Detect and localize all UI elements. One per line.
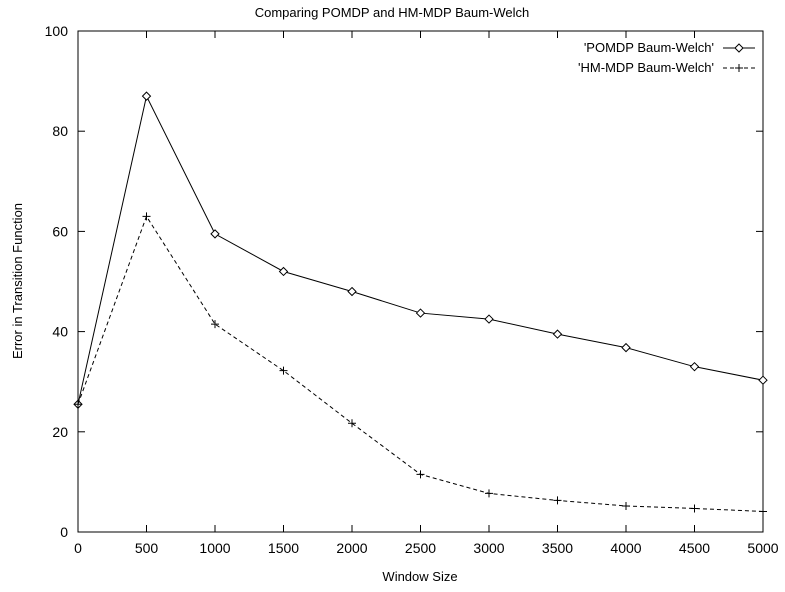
- data-point: [689, 361, 700, 372]
- x-tick-label: 2500: [405, 540, 436, 556]
- y-axis: 0 20 40 60 80 100: [45, 23, 763, 540]
- data-point: [485, 489, 493, 498]
- y-tick-label: 40: [52, 324, 68, 340]
- data-point: [211, 320, 219, 329]
- data-point: [210, 229, 220, 239]
- plot-area-frame: [77, 30, 764, 533]
- series-1: [73, 91, 768, 409]
- data-point: [141, 91, 152, 101]
- data-point: [759, 507, 767, 516]
- x-tick-label: 500: [135, 540, 159, 556]
- data-point: [621, 342, 631, 353]
- y-tick-label: 0: [60, 524, 68, 540]
- data-point: [415, 308, 426, 318]
- x-axis-label: Window Size: [382, 569, 457, 584]
- x-tick-label: 3000: [473, 540, 504, 556]
- data-point: [758, 375, 768, 385]
- x-tick-label: 3500: [542, 540, 573, 556]
- y-tick-label: 80: [52, 123, 68, 139]
- x-axis: 0 500 1000 1500 2000 2500 3000 3500 4000 4500 5000: [74, 31, 779, 556]
- x-tick-label: 0: [74, 540, 82, 556]
- legend-entry: 'POMDP Baum-Welch': [584, 40, 755, 55]
- series-line: [77, 215, 764, 512]
- chart-title: Comparing POMDP and HM-MDP Baum-Welch: [255, 5, 530, 20]
- y-tick-label: 100: [45, 23, 69, 39]
- data-point: [690, 504, 699, 513]
- data-point: [279, 366, 288, 375]
- data-point: [142, 212, 151, 221]
- legend: 'POMDP Baum-Welch' 'HM-MDP Baum-Welch': [578, 40, 755, 75]
- series-layer: [73, 91, 768, 516]
- y-tick-label: 20: [52, 424, 68, 440]
- x-tick-label: 2000: [336, 540, 367, 556]
- data-point: [416, 470, 425, 479]
- data-point: [74, 400, 82, 409]
- legend-label: 'POMDP Baum-Welch': [584, 40, 714, 55]
- y-axis-label: Error in Transition Function: [10, 203, 25, 359]
- series-line: [77, 94, 764, 405]
- x-tick-label: 4000: [610, 540, 641, 556]
- data-point: [484, 314, 494, 324]
- legend-entry: 'HM-MDP Baum-Welch': [578, 60, 755, 75]
- legend-marker: [734, 43, 744, 53]
- y-tick-label: 60: [52, 223, 68, 239]
- x-tick-label: 1500: [268, 540, 299, 556]
- data-point: [347, 286, 357, 297]
- x-tick-label: 1000: [199, 540, 230, 556]
- data-point: [552, 329, 563, 339]
- x-tick-label: 5000: [747, 540, 778, 556]
- series-2: [74, 212, 767, 516]
- legend-label: 'HM-MDP Baum-Welch': [578, 60, 714, 75]
- data-point: [622, 501, 630, 510]
- legend-marker: [735, 64, 743, 72]
- data-point: [348, 419, 356, 428]
- data-point: [278, 266, 289, 277]
- data-point: [553, 496, 562, 505]
- x-tick-label: 4500: [679, 540, 710, 556]
